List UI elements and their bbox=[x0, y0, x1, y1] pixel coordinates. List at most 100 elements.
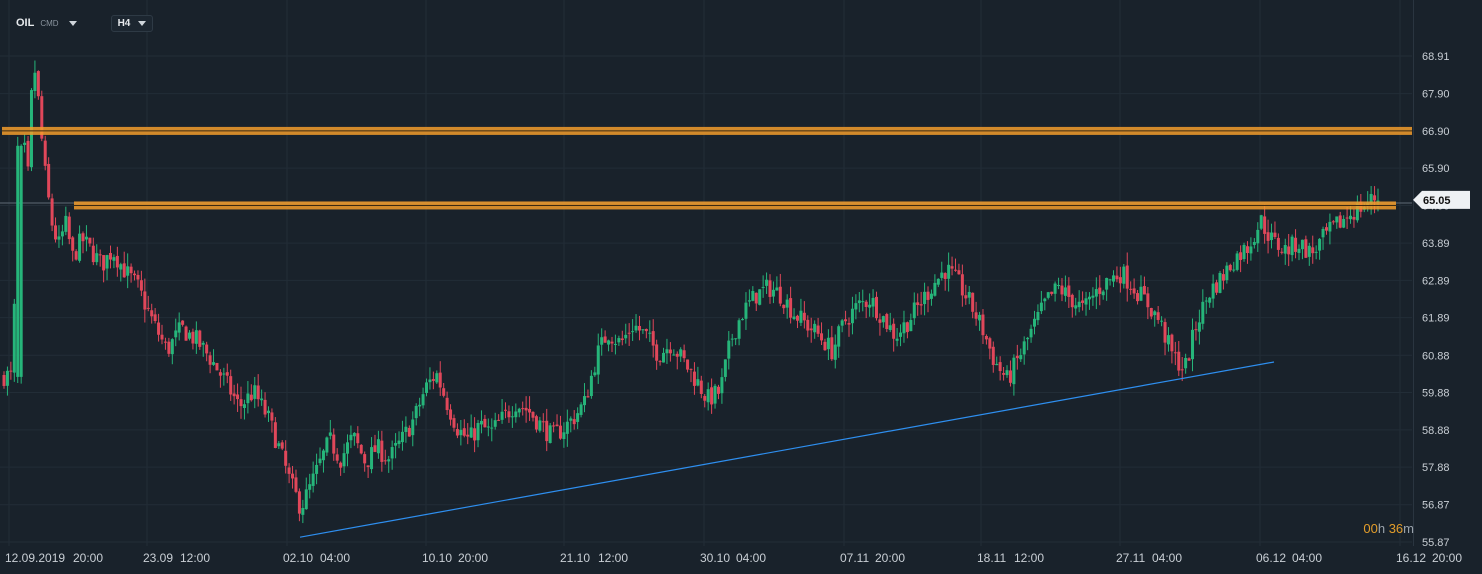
candle-up bbox=[857, 300, 861, 304]
candle-down bbox=[136, 274, 140, 280]
candle-down bbox=[332, 434, 336, 454]
candle-down bbox=[1287, 246, 1291, 255]
candle-down bbox=[71, 237, 75, 251]
current-price-tag: 65.05 bbox=[1413, 190, 1470, 209]
candle-up bbox=[1077, 301, 1081, 308]
candle-up bbox=[579, 404, 583, 415]
candle-down bbox=[1373, 195, 1377, 201]
candle-down bbox=[455, 429, 459, 436]
candle-down bbox=[682, 350, 686, 359]
candle-up bbox=[95, 253, 99, 263]
candle-down bbox=[462, 428, 466, 436]
candle-up bbox=[1242, 244, 1246, 260]
timeframe-selector[interactable]: H4 bbox=[110, 14, 154, 32]
candle-up bbox=[12, 303, 16, 373]
candle-up bbox=[260, 398, 264, 401]
candle-up bbox=[1184, 357, 1188, 369]
candle-down bbox=[943, 273, 947, 279]
candle-up bbox=[775, 287, 779, 291]
x-tick-label: 10.10 bbox=[422, 551, 452, 565]
candle-down bbox=[686, 359, 690, 370]
candle-down bbox=[36, 71, 40, 97]
candle-down bbox=[191, 331, 195, 344]
candle-up bbox=[16, 145, 20, 377]
candle-up bbox=[995, 363, 999, 366]
candle-down bbox=[1002, 373, 1006, 375]
candle-up bbox=[1270, 232, 1274, 241]
candle-down bbox=[1050, 291, 1054, 294]
candle-down bbox=[225, 372, 229, 376]
candle-up bbox=[1235, 253, 1239, 270]
candle-up bbox=[349, 434, 353, 441]
candle-up bbox=[1307, 245, 1311, 257]
candle-down bbox=[816, 325, 820, 334]
support-trendline bbox=[299, 361, 1275, 538]
candle-up bbox=[713, 385, 717, 404]
candle-down bbox=[1081, 300, 1085, 303]
candle-up bbox=[1191, 329, 1195, 360]
candle-down bbox=[572, 419, 576, 425]
candle-down bbox=[1060, 285, 1064, 295]
candle-up bbox=[23, 142, 27, 145]
candle-down bbox=[754, 292, 758, 304]
candle-down bbox=[1098, 287, 1102, 294]
candle-up bbox=[1256, 229, 1260, 244]
candle-up bbox=[868, 304, 872, 308]
candle-up bbox=[765, 279, 769, 286]
candle-down bbox=[1324, 227, 1328, 231]
x-tick-label: 20:00 bbox=[875, 551, 905, 565]
symbol-name: OIL bbox=[16, 17, 35, 29]
candle-down bbox=[916, 302, 920, 306]
candle-down bbox=[249, 394, 253, 401]
candle-down bbox=[1125, 265, 1129, 289]
candle-up bbox=[1376, 200, 1380, 202]
candle-up bbox=[1043, 298, 1047, 302]
candle-down bbox=[359, 444, 363, 454]
candle-down bbox=[507, 411, 511, 418]
candle-up bbox=[1087, 296, 1091, 300]
y-tick-label: 60.88 bbox=[1422, 350, 1450, 362]
candle-down bbox=[627, 332, 631, 334]
candle-down bbox=[208, 355, 212, 365]
candle-up bbox=[19, 145, 23, 377]
candle-down bbox=[43, 140, 47, 166]
candle-down bbox=[54, 225, 58, 240]
x-tick-label: 27.11 bbox=[1116, 551, 1145, 565]
candle-up bbox=[747, 300, 751, 302]
candle-up bbox=[967, 291, 971, 298]
symbol-selector[interactable]: OIL CMD bbox=[10, 15, 83, 31]
candle-up bbox=[517, 408, 521, 413]
candle-up bbox=[1259, 215, 1263, 229]
candle-down bbox=[1008, 370, 1012, 383]
candle-up bbox=[631, 331, 635, 333]
candle-down bbox=[545, 420, 549, 442]
candle-up bbox=[936, 278, 940, 285]
candle-up bbox=[1091, 295, 1095, 298]
candle-up bbox=[641, 329, 645, 331]
x-tick-label: 04:00 bbox=[320, 551, 350, 565]
candle-down bbox=[218, 372, 222, 376]
candle-down bbox=[655, 344, 659, 361]
candle-down bbox=[383, 460, 387, 462]
candle-down bbox=[586, 396, 590, 398]
candle-down bbox=[356, 433, 360, 444]
candle-up bbox=[390, 447, 394, 459]
candle-down bbox=[232, 393, 236, 397]
candle-down bbox=[129, 266, 133, 274]
candle-up bbox=[435, 373, 439, 383]
candle-down bbox=[1015, 355, 1019, 359]
candle-down bbox=[984, 335, 988, 340]
candle-down bbox=[1245, 246, 1249, 254]
y-axis: 68.9167.9066.9065.9064.9063.8962.8961.89… bbox=[1422, 51, 1450, 549]
candle-down bbox=[988, 338, 992, 349]
candle-down bbox=[9, 370, 13, 372]
candle-up bbox=[126, 266, 130, 276]
candle-up bbox=[589, 375, 593, 397]
y-tick-label: 59.88 bbox=[1422, 388, 1450, 400]
candle-down bbox=[878, 319, 882, 323]
candle-down bbox=[795, 315, 799, 321]
candle-down bbox=[1338, 215, 1342, 228]
candle-down bbox=[273, 422, 277, 448]
candle-down bbox=[167, 341, 171, 354]
